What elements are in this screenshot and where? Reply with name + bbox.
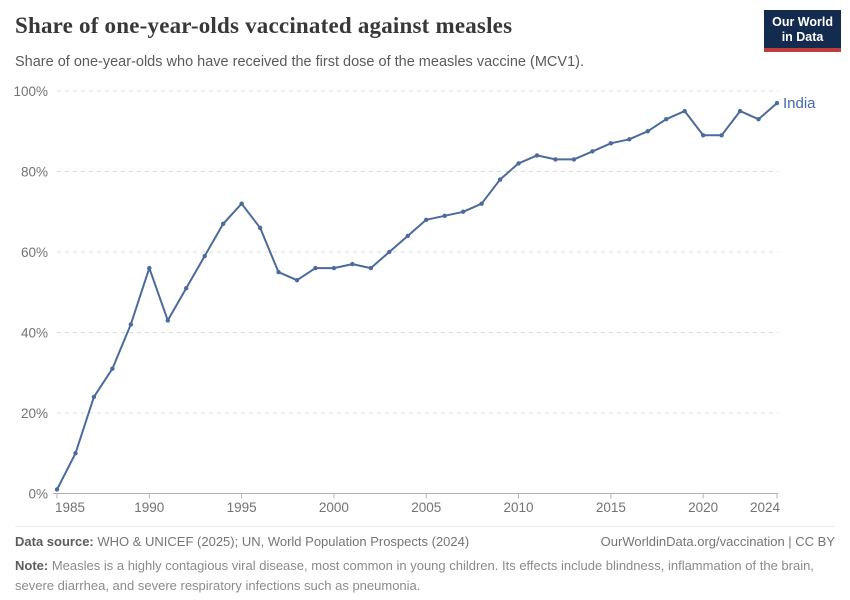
x-axis-label-1985: 1985: [55, 500, 85, 515]
x-axis-label-2005: 2005: [411, 500, 441, 515]
owid-logo[interactable]: Our World in Data: [764, 10, 841, 52]
data-source-text: Data source: WHO & UNICEF (2025); UN, Wo…: [15, 534, 470, 549]
data-point-2005: [424, 217, 429, 222]
data-point-2015: [608, 141, 614, 146]
owid-logo-line2: in Data: [781, 30, 824, 44]
data-point-2010: [516, 161, 521, 166]
data-point-2014: [590, 149, 595, 154]
data-point-1989: [128, 322, 134, 327]
data-point-2009: [497, 177, 503, 182]
data-point-2007: [460, 209, 466, 214]
data-point-2006: [442, 213, 447, 218]
note-label: Note:: [15, 558, 49, 573]
owid-logo-line1: Our World: [772, 15, 833, 29]
y-axis-label-40: 40%: [21, 326, 48, 341]
data-point-2018: [664, 116, 669, 122]
data-point-1999: [313, 265, 318, 271]
data-point-1990: [147, 265, 152, 271]
data-point-1996: [257, 225, 263, 231]
data-point-2003: [387, 249, 392, 255]
x-axis-label-1995: 1995: [227, 500, 257, 515]
india-series-line: [56, 102, 778, 491]
data-point-1997: [276, 269, 281, 275]
data-point-1992: [184, 286, 189, 291]
data-point-2022: [737, 108, 743, 114]
data-point-2011: [534, 153, 540, 158]
page-title: Share of one-year-olds vaccinated agains…: [15, 13, 513, 38]
data-point-2017: [645, 129, 650, 134]
data-point-2013: [571, 157, 577, 162]
data-point-1994: [220, 221, 226, 227]
data-source-label: Data source:: [15, 534, 94, 549]
data-point-1991: [165, 318, 170, 323]
data-point-1986: [73, 451, 78, 456]
data-point-2008: [479, 201, 484, 206]
data-point-2024: [774, 100, 780, 106]
x-axis-label-2015: 2015: [596, 500, 626, 515]
x-axis-label-2000: 2000: [319, 500, 349, 515]
data-point-1995: [239, 201, 244, 206]
y-axis-label-100: 100%: [13, 84, 48, 99]
x-axis-label-2024: 2024: [750, 500, 781, 515]
y-axis-label-0: 0%: [28, 487, 48, 502]
x-axis-label-1990: 1990: [134, 500, 164, 515]
x-axis-label-2010: 2010: [504, 500, 534, 515]
data-point-1985: [54, 487, 60, 492]
y-axis-label-60: 60%: [21, 245, 48, 260]
data-point-2001: [350, 261, 355, 267]
data-point-2016: [627, 137, 632, 142]
y-axis-label-80: 80%: [21, 165, 48, 180]
data-point-1993: [202, 253, 207, 259]
data-point-2020: [700, 133, 706, 138]
data-point-2000: [331, 265, 337, 271]
data-point-2002: [368, 265, 374, 271]
data-point-1988: [110, 366, 115, 371]
data-point-1998: [294, 277, 300, 283]
data-point-2021: [719, 133, 724, 138]
x-axis-label-2020: 2020: [688, 500, 718, 515]
chart-subtitle: Share of one-year-olds who have received…: [15, 54, 584, 70]
chart-note: Note: Measles is a highly contagious vir…: [15, 558, 814, 593]
data-point-2004: [405, 233, 410, 239]
data-point-2019: [682, 108, 687, 114]
y-axis-label-20: 20%: [21, 406, 48, 421]
data-point-1987: [91, 394, 97, 400]
owid-url-link[interactable]: OurWorldinData.org/vaccination | CC BY: [600, 534, 835, 549]
data-point-2012: [553, 157, 558, 162]
entity-label-india: India: [783, 95, 816, 112]
line-chart: 0% 20% 40% 60% 80% 100% 1985 1990 1995 2000 2005 20…: [13, 84, 816, 515]
footer-divider: [15, 526, 835, 527]
data-point-2023: [756, 116, 761, 122]
